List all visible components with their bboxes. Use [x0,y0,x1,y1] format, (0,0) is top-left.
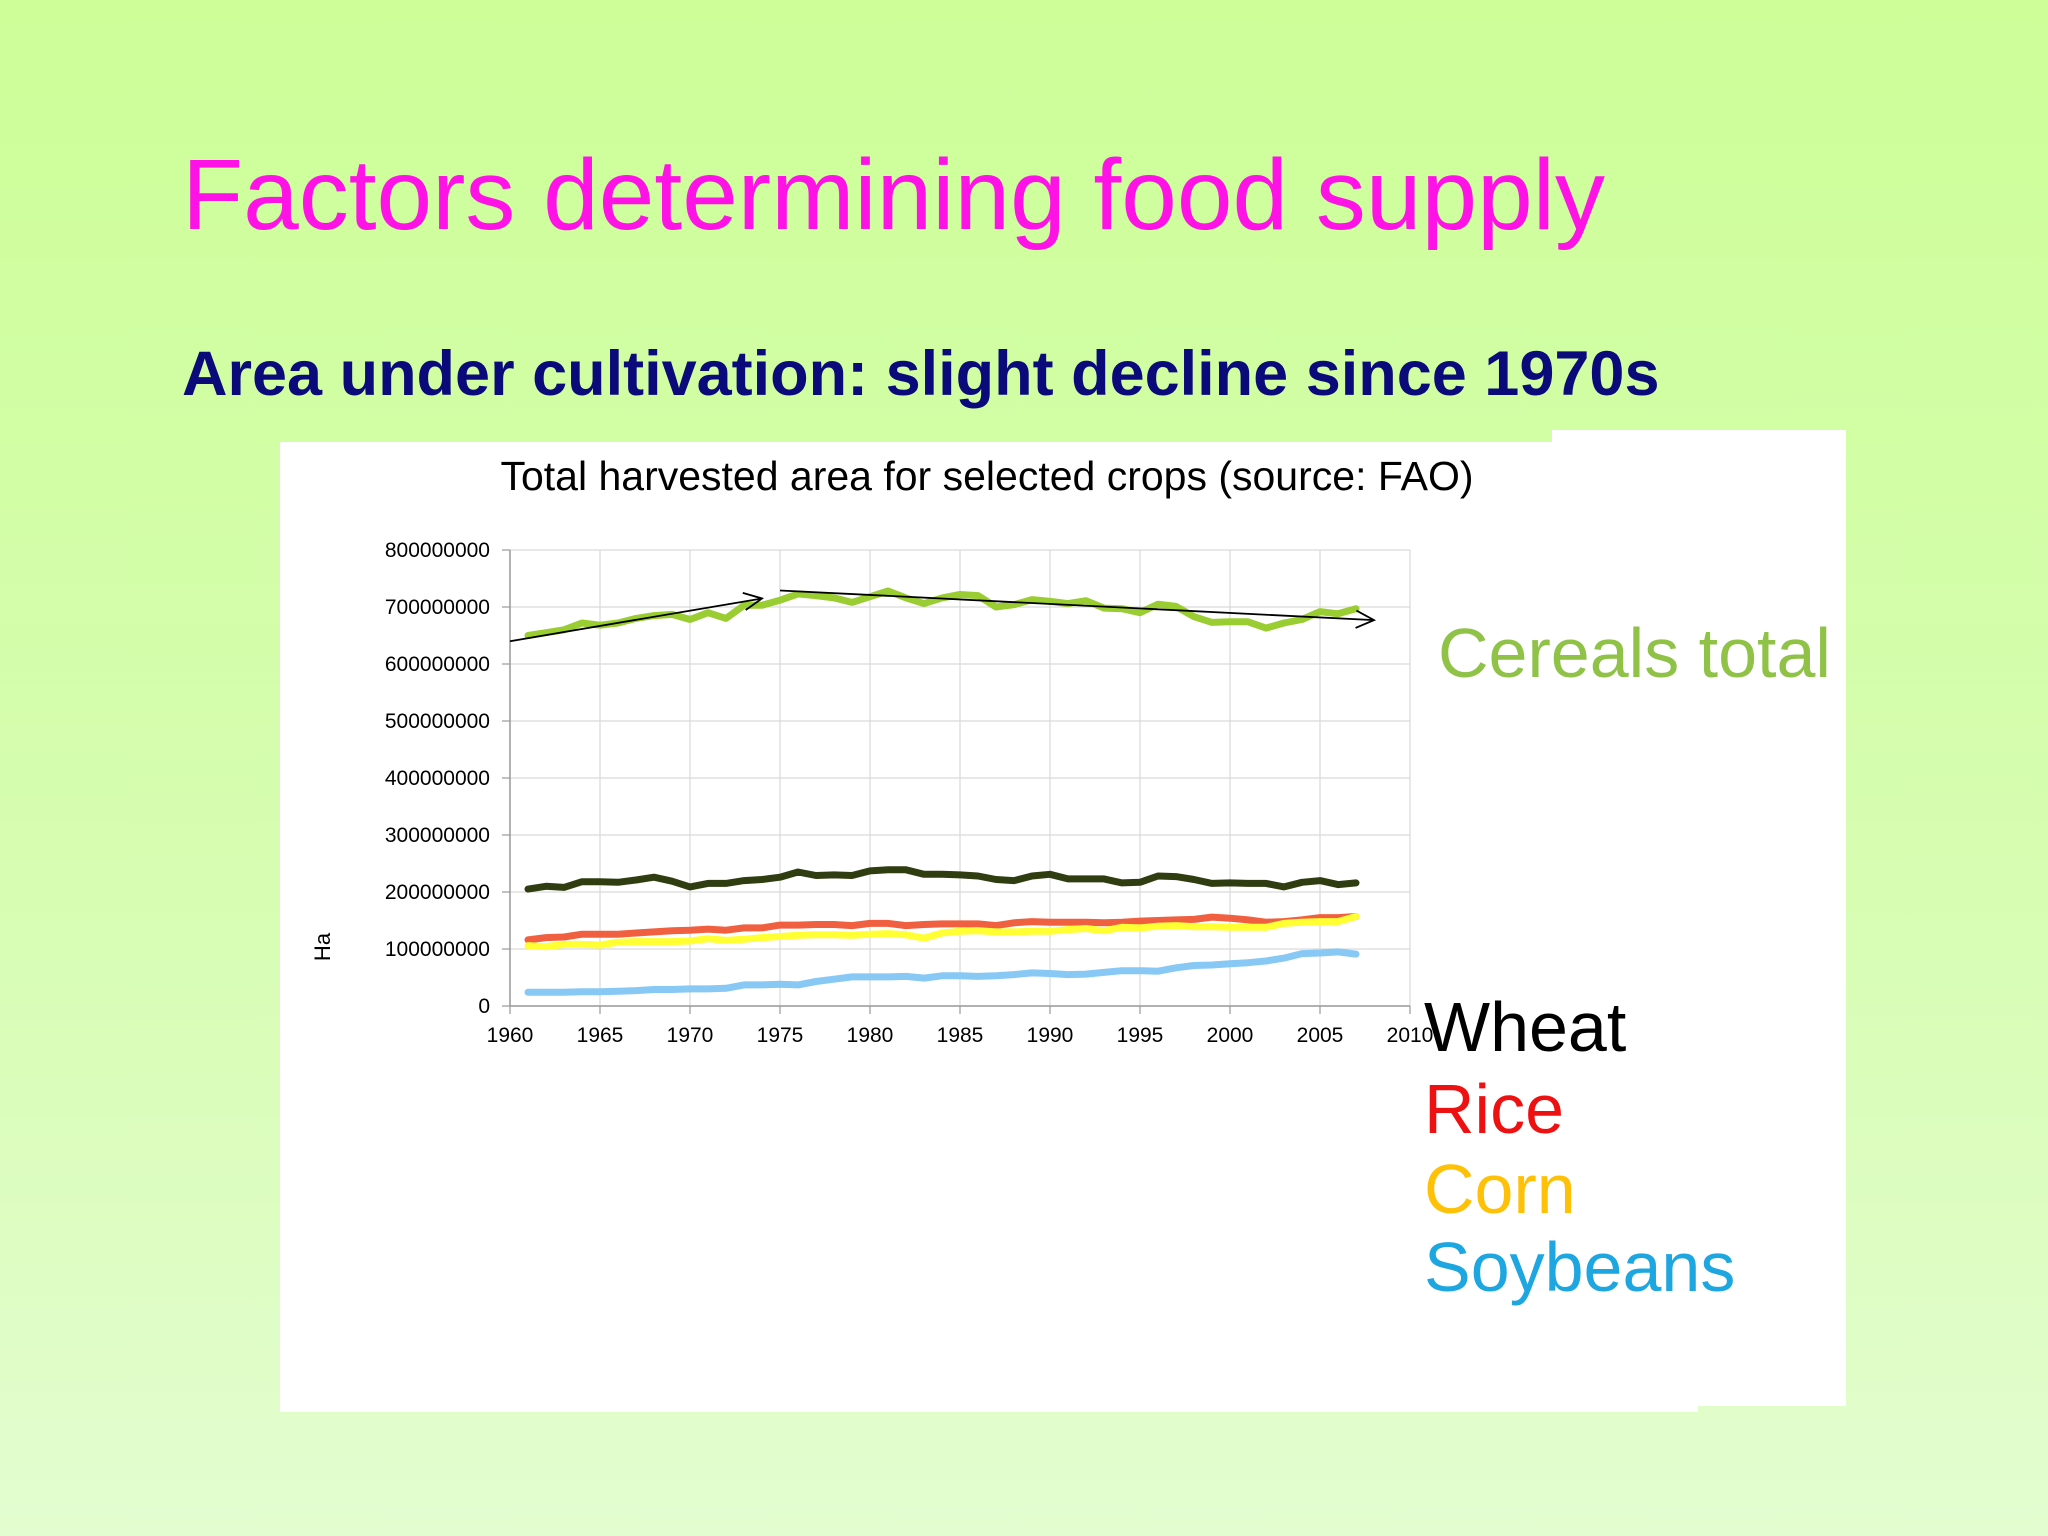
x-tick-label: 1990 [1027,1024,1074,1047]
series-line-rice [524,913,1360,944]
y-tick-label: 100000000 [385,938,490,961]
x-tick-label: 2010 [1387,1024,1434,1047]
legend-wheat: Wheat [1424,988,1627,1066]
legend-rice: Rice [1424,1070,1565,1148]
x-tick-label: 2005 [1297,1024,1344,1047]
series [524,587,1360,996]
x-tick-label: 1970 [667,1024,714,1047]
x-tick-label: 1975 [757,1024,804,1047]
x-tick-label: 1965 [577,1024,624,1047]
y-tick-label: 200000000 [385,881,490,904]
chart-title: Total harvested area for selected crops … [500,453,1473,499]
y-axis-title: Ha [310,932,335,961]
y-tick-label: 800000000 [385,539,490,562]
axes: 0 100000000 200000000 300000000 400000000 500… [385,539,1433,1047]
chart-panel: 0 100000000 200000000 300000000 400000000 500… [280,430,1846,1412]
trend-annotations [509,589,1377,643]
x-tick-label: 1960 [487,1024,534,1047]
trend-arrow-head [742,592,765,611]
y-tick-label: 300000000 [385,824,490,847]
y-tick-label: 400000000 [385,767,490,790]
y-tick-label: 500000000 [385,710,490,733]
trend-arrow-shaft [779,589,1375,622]
trend-arrow-shaft [509,597,763,643]
x-tick-label: 1980 [847,1024,894,1047]
x-tick-label: 1995 [1117,1024,1164,1047]
trend-arrow-head [1355,609,1377,629]
legend-corn: Corn [1424,1150,1576,1228]
series-line-soybeans [524,948,1360,996]
trend-arrow [779,589,1377,629]
series-line-corn [524,913,1360,951]
legend-cereals-total: Cereals total [1438,614,1831,692]
slide-subtitle: Area under cultivation: slight decline s… [182,339,1660,409]
slide-title: Factors determining food supply [182,139,1605,251]
x-tick-label: 2000 [1207,1024,1254,1047]
line-chart: 0 100000000 200000000 300000000 400000000 500… [280,430,1846,1412]
y-tick-label: 600000000 [385,653,490,676]
legend-soybeans: Soybeans [1424,1228,1736,1306]
trend-arrow [509,592,765,643]
x-tick-label: 1985 [937,1024,984,1047]
series-line-wheat [524,866,1360,893]
y-tick-label: 0 [478,995,490,1018]
y-tick-label: 700000000 [385,596,490,619]
